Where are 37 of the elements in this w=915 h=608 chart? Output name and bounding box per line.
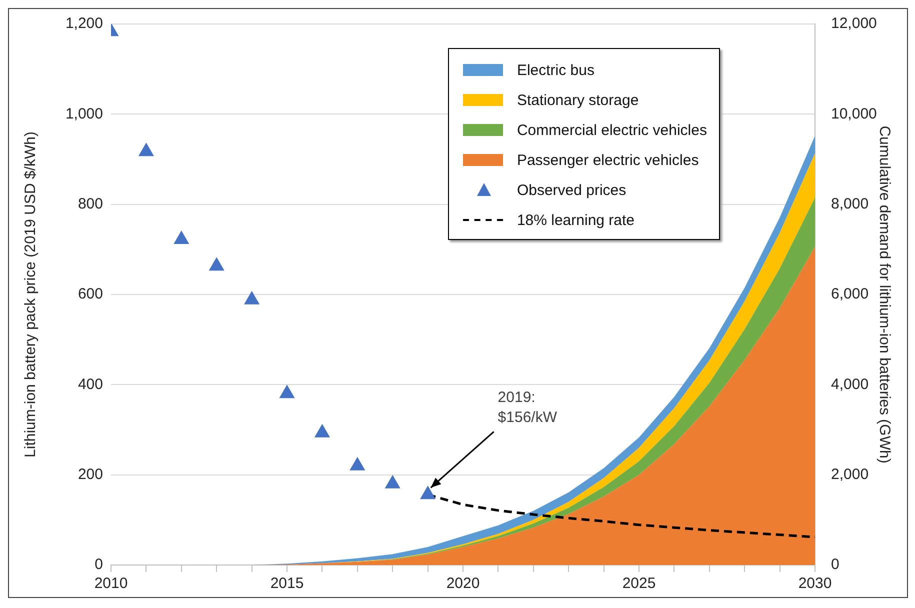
point	[280, 385, 294, 398]
point	[138, 143, 154, 156]
y-tick-label: 400	[78, 376, 103, 393]
y-tick-label: 800	[78, 195, 103, 212]
point	[350, 457, 365, 470]
y-tick-label: 1,000	[65, 105, 103, 122]
point	[314, 424, 330, 438]
x-tick-label: 2020	[446, 575, 480, 592]
legend-label: Stationary storage	[516, 92, 639, 108]
legend-label: 18% learning rate	[516, 212, 635, 228]
y-axis-title: Lithium-ion battery pack price (2019 USD $/kWh)	[22, 132, 40, 458]
y-tick-label: 200	[78, 466, 103, 483]
y2-tick-label: 0	[831, 556, 840, 574]
x-tick-label: 2015	[270, 575, 304, 592]
y2-tick-label: 4,000	[831, 376, 869, 393]
y2-axis-title: Cumulative demand for lithium-ion batteries (GWh)	[876, 126, 893, 464]
y-tick-label: 1,200	[65, 15, 103, 32]
y2-tick-label: 10,000	[831, 105, 877, 122]
point	[420, 486, 436, 500]
legend-label: Commercial electric vehicles	[516, 122, 707, 138]
y2-tick-label: 6,000	[831, 286, 869, 303]
x-tick-label: 2010	[94, 575, 128, 592]
x-tick-label: 2025	[622, 575, 656, 592]
legend-label: Passenger electric vehicles	[516, 152, 699, 168]
point	[209, 258, 224, 271]
point	[244, 291, 260, 304]
legend-label: Observed prices	[516, 182, 626, 198]
point	[174, 231, 189, 244]
x-tick-label: 2030	[798, 575, 832, 592]
y2-tick-label: 12,000	[831, 15, 877, 32]
point	[385, 475, 400, 488]
y-tick-label: 0	[94, 556, 103, 574]
legend-label: Electric bus	[516, 62, 594, 78]
annotation: 2019: $156/kW	[498, 388, 558, 426]
y2-tick-label: 2,000	[831, 466, 869, 483]
y2-tick-label: 8,000	[831, 195, 869, 212]
y-tick-label: 600	[78, 286, 103, 303]
